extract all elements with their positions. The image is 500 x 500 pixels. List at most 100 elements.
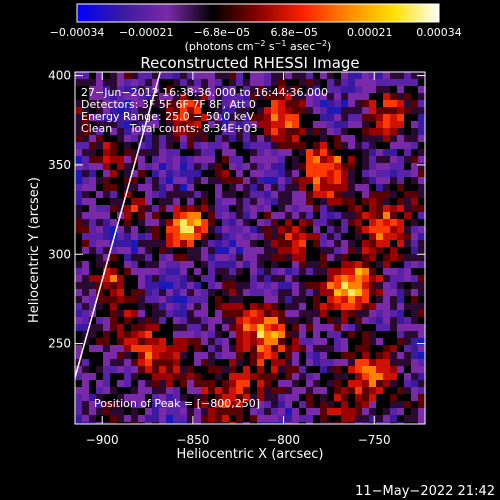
heatmap-cell xyxy=(411,233,418,240)
heatmap-cell xyxy=(355,366,362,373)
heatmap-cell xyxy=(404,191,411,198)
heatmap-cell xyxy=(89,170,96,177)
heatmap-cell xyxy=(124,149,131,156)
heatmap-cell xyxy=(229,289,236,296)
heatmap-cell xyxy=(131,394,138,401)
heatmap-cell xyxy=(89,156,96,163)
heatmap-cell xyxy=(145,135,152,142)
heatmap-cell xyxy=(194,107,201,114)
heatmap-cell xyxy=(299,247,306,254)
heatmap-cell xyxy=(75,247,82,254)
heatmap-cell xyxy=(390,324,397,331)
heatmap-cell xyxy=(418,352,425,359)
heatmap-cell xyxy=(355,408,362,415)
heatmap-cell xyxy=(110,275,117,282)
heatmap-cell xyxy=(362,135,369,142)
heatmap-cell xyxy=(285,254,292,261)
heatmap-cell xyxy=(250,86,257,93)
heatmap-cell xyxy=(390,191,397,198)
heatmap-cell xyxy=(145,296,152,303)
heatmap-cell xyxy=(229,345,236,352)
heatmap-cell xyxy=(180,422,187,424)
heatmap-cell xyxy=(348,149,355,156)
heatmap-cell xyxy=(201,352,208,359)
heatmap-cell xyxy=(124,247,131,254)
heatmap-cell xyxy=(187,233,194,240)
heatmap-cell xyxy=(236,240,243,247)
heatmap-cell xyxy=(355,121,362,128)
heatmap-cell xyxy=(362,163,369,170)
heatmap-cell xyxy=(341,177,348,184)
heatmap-cell xyxy=(320,296,327,303)
heatmap-cell xyxy=(341,128,348,135)
heatmap-cell xyxy=(320,317,327,324)
heatmap-cell xyxy=(383,100,390,107)
heatmap-cell xyxy=(341,275,348,282)
heatmap-cell xyxy=(173,177,180,184)
heatmap-cell xyxy=(243,261,250,268)
heatmap-cell xyxy=(110,352,117,359)
heatmap-cell xyxy=(320,240,327,247)
heatmap-cell xyxy=(103,380,110,387)
heatmap-cell xyxy=(194,233,201,240)
heatmap-cell xyxy=(397,331,404,338)
heatmap-cell xyxy=(222,93,229,100)
heatmap-cell xyxy=(376,394,383,401)
heatmap-cell xyxy=(257,310,264,317)
heatmap-cell xyxy=(131,121,138,128)
heatmap-cell xyxy=(418,107,425,114)
heatmap-cell xyxy=(348,289,355,296)
heatmap-cell xyxy=(341,254,348,261)
heatmap-cell xyxy=(334,163,341,170)
heatmap-cell xyxy=(411,93,418,100)
heatmap-cell xyxy=(152,317,159,324)
heatmap-cell xyxy=(313,247,320,254)
heatmap-cell xyxy=(152,394,159,401)
heatmap-cell xyxy=(404,275,411,282)
annotation-peak: Position of Peak = [−800,250] xyxy=(94,397,260,410)
heatmap-cell xyxy=(236,387,243,394)
heatmap-cell xyxy=(201,156,208,163)
heatmap-cell xyxy=(187,303,194,310)
heatmap-cell xyxy=(376,240,383,247)
heatmap-cell xyxy=(306,261,313,268)
heatmap-cell xyxy=(313,93,320,100)
heatmap-cell xyxy=(96,359,103,366)
heatmap-cell xyxy=(145,163,152,170)
heatmap-cell xyxy=(397,359,404,366)
heatmap-cell xyxy=(397,226,404,233)
heatmap-cell xyxy=(362,149,369,156)
heatmap-cell xyxy=(418,422,425,424)
heatmap-cell xyxy=(369,184,376,191)
heatmap-cell xyxy=(89,324,96,331)
heatmap-cell xyxy=(110,401,117,408)
heatmap-cell xyxy=(320,219,327,226)
heatmap-cell xyxy=(285,226,292,233)
heatmap-cell xyxy=(96,121,103,128)
heatmap-cell xyxy=(243,128,250,135)
heatmap-cell xyxy=(341,303,348,310)
heatmap-cell xyxy=(243,177,250,184)
heatmap-cell xyxy=(124,198,131,205)
heatmap-cell xyxy=(194,135,201,142)
heatmap-cell xyxy=(278,247,285,254)
heatmap-cell xyxy=(411,261,418,268)
heatmap-cell xyxy=(243,219,250,226)
heatmap-cell xyxy=(96,282,103,289)
heatmap-cell xyxy=(376,289,383,296)
heatmap-cell xyxy=(362,219,369,226)
heatmap-cell xyxy=(96,205,103,212)
heatmap-cell xyxy=(145,254,152,261)
heatmap-cell xyxy=(397,268,404,275)
heatmap-cell xyxy=(404,282,411,289)
heatmap-cell xyxy=(320,79,327,86)
heatmap-cell xyxy=(117,289,124,296)
heatmap-cell xyxy=(89,86,96,93)
heatmap-cell xyxy=(89,317,96,324)
heatmap-cell xyxy=(145,359,152,366)
heatmap-cell xyxy=(152,268,159,275)
heatmap-cell xyxy=(103,303,110,310)
heatmap-cell xyxy=(404,212,411,219)
heatmap-cell xyxy=(145,86,152,93)
heatmap-cell xyxy=(250,282,257,289)
